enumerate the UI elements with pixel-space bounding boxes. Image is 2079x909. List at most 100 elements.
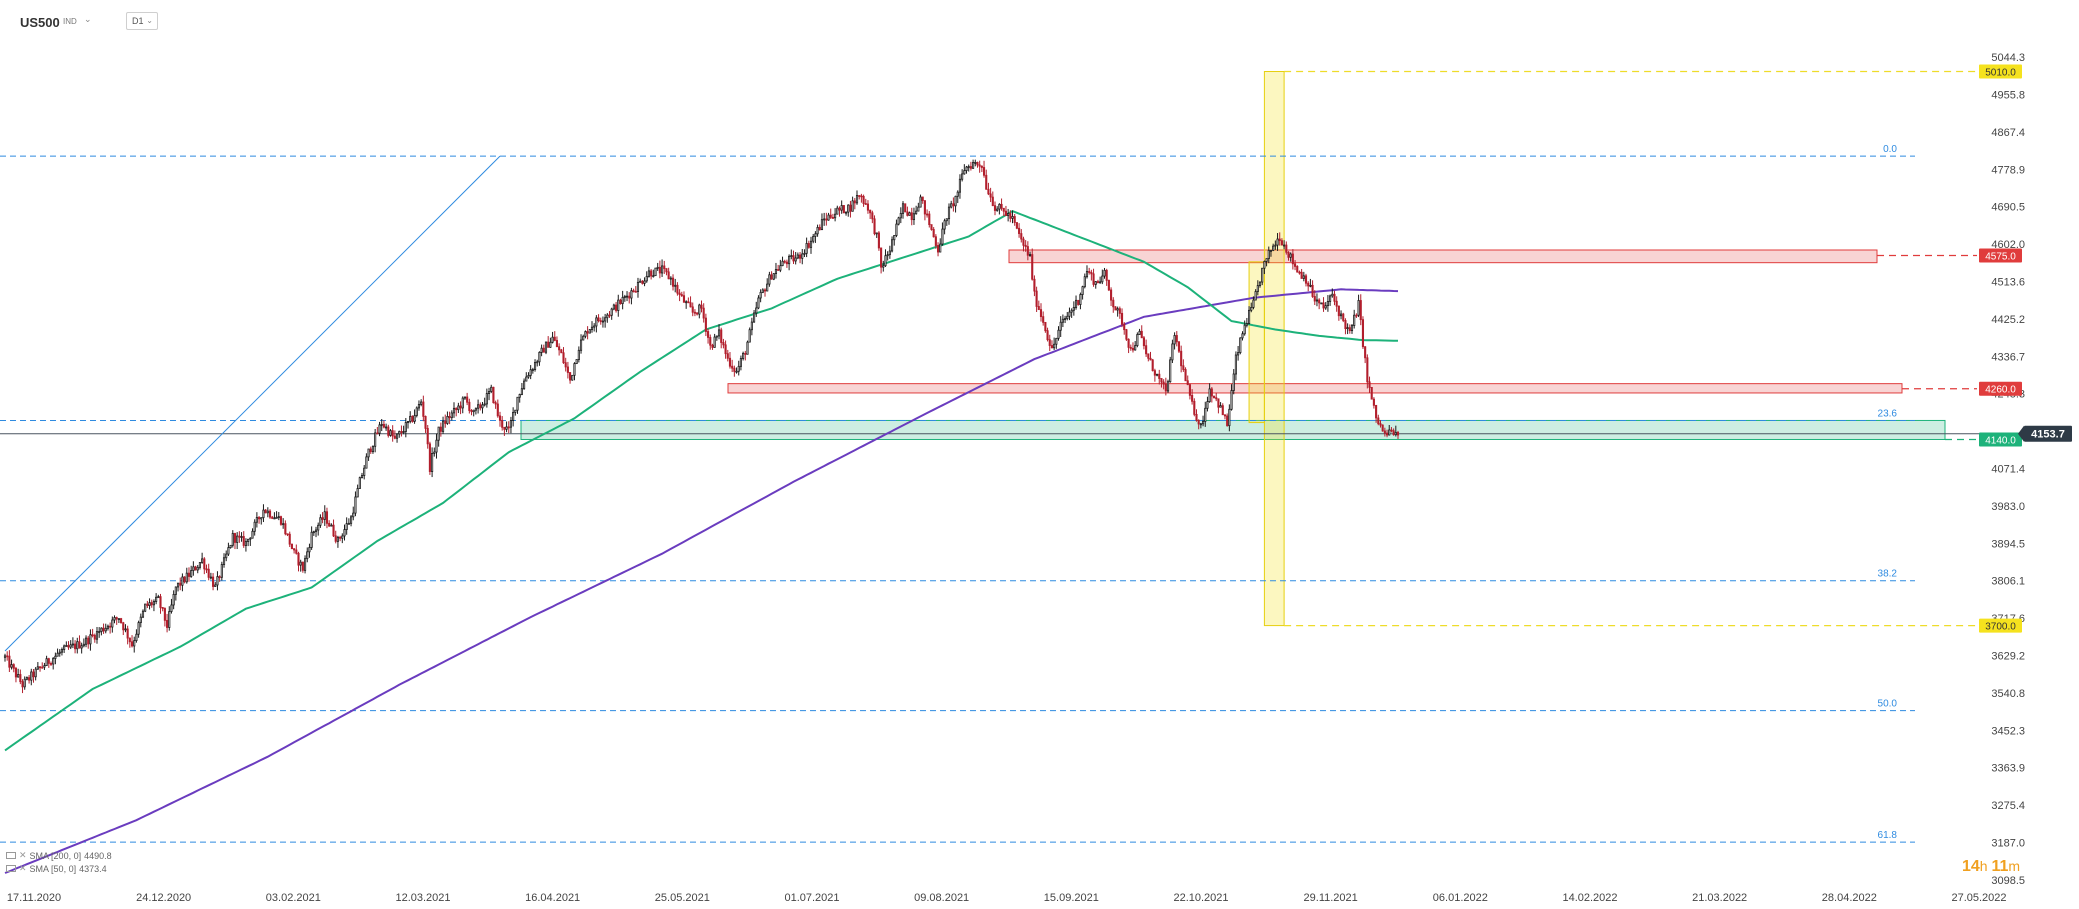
candle[interactable]	[615, 301, 618, 313]
candle[interactable]	[376, 427, 379, 435]
candle[interactable]	[1353, 309, 1356, 329]
candle[interactable]	[886, 251, 889, 261]
candle[interactable]	[632, 288, 635, 293]
candle[interactable]	[422, 395, 425, 422]
candle[interactable]	[1278, 232, 1281, 246]
candle[interactable]	[678, 289, 681, 302]
candle[interactable]	[549, 337, 552, 348]
candle[interactable]	[742, 351, 745, 361]
candle[interactable]	[1007, 208, 1010, 222]
candle[interactable]	[334, 530, 337, 544]
candle[interactable]	[439, 422, 442, 437]
candle[interactable]	[1164, 377, 1167, 396]
candle[interactable]	[1287, 251, 1290, 261]
candle[interactable]	[468, 398, 471, 414]
candle[interactable]	[378, 421, 381, 437]
candle[interactable]	[671, 274, 675, 291]
candle[interactable]	[956, 190, 959, 204]
candle[interactable]	[527, 372, 530, 379]
candle[interactable]	[166, 613, 169, 633]
candle[interactable]	[452, 402, 456, 418]
candle[interactable]	[1269, 249, 1273, 257]
candle[interactable]	[1184, 367, 1187, 382]
candle[interactable]	[21, 679, 24, 694]
candle[interactable]	[273, 512, 276, 520]
candle[interactable]	[836, 205, 839, 215]
candle[interactable]	[1085, 265, 1089, 279]
candle[interactable]	[831, 213, 834, 219]
candle[interactable]	[851, 196, 854, 212]
candle[interactable]	[926, 209, 929, 218]
candle[interactable]	[242, 531, 245, 548]
candle[interactable]	[783, 259, 786, 264]
candle[interactable]	[972, 159, 975, 169]
candle[interactable]	[1206, 396, 1209, 412]
candle[interactable]	[286, 533, 289, 537]
candle[interactable]	[472, 409, 475, 417]
candle[interactable]	[643, 277, 646, 287]
eye-icon[interactable]	[6, 852, 16, 859]
candle[interactable]	[411, 415, 414, 423]
candle[interactable]	[212, 573, 215, 591]
candle[interactable]	[1020, 229, 1023, 243]
candle[interactable]	[770, 271, 773, 280]
candle[interactable]	[625, 291, 629, 302]
candle[interactable]	[919, 194, 922, 208]
candle[interactable]	[674, 278, 677, 293]
candle[interactable]	[597, 314, 600, 323]
candle[interactable]	[255, 512, 258, 528]
candle[interactable]	[1018, 223, 1021, 238]
candle[interactable]	[341, 533, 344, 544]
candle[interactable]	[713, 333, 716, 348]
candle[interactable]	[1217, 398, 1220, 414]
candle[interactable]	[282, 518, 285, 529]
trendline[interactable]	[4, 155, 501, 652]
candle[interactable]	[82, 638, 85, 648]
candle[interactable]	[501, 416, 504, 431]
candle[interactable]	[801, 248, 804, 265]
candle[interactable]	[893, 235, 896, 246]
candle[interactable]	[1026, 241, 1029, 261]
candle[interactable]	[700, 300, 703, 313]
candle[interactable]	[231, 530, 234, 548]
candle[interactable]	[102, 623, 105, 634]
candle[interactable]	[514, 409, 517, 416]
candle[interactable]	[135, 629, 138, 643]
candle[interactable]	[100, 627, 103, 636]
price-level-tag-0[interactable]	[1979, 64, 2022, 79]
candle[interactable]	[1243, 320, 1246, 336]
candle[interactable]	[812, 233, 815, 244]
candle[interactable]	[293, 548, 296, 554]
candle[interactable]	[325, 507, 329, 529]
candle[interactable]	[652, 269, 655, 278]
candle[interactable]	[192, 561, 195, 576]
candle[interactable]	[691, 302, 694, 317]
candle[interactable]	[542, 344, 545, 353]
candle[interactable]	[890, 236, 894, 253]
candle[interactable]	[1241, 331, 1244, 341]
candle[interactable]	[71, 637, 74, 649]
candle[interactable]	[1230, 384, 1233, 411]
candle[interactable]	[1009, 210, 1012, 223]
candle[interactable]	[566, 361, 569, 379]
candle[interactable]	[772, 273, 775, 281]
candle[interactable]	[777, 264, 780, 271]
candle[interactable]	[606, 313, 609, 323]
candle[interactable]	[989, 187, 992, 203]
candle[interactable]	[220, 561, 223, 581]
candle[interactable]	[779, 259, 782, 273]
candle[interactable]	[676, 282, 679, 296]
candle[interactable]	[463, 396, 467, 400]
candle[interactable]	[1050, 340, 1053, 349]
candle[interactable]	[428, 441, 431, 475]
candle[interactable]	[1298, 270, 1301, 275]
candle[interactable]	[538, 351, 541, 366]
candle[interactable]	[433, 447, 436, 457]
candle[interactable]	[899, 207, 902, 224]
candle[interactable]	[181, 573, 184, 592]
candle[interactable]	[571, 374, 574, 381]
candle[interactable]	[864, 198, 867, 205]
candle[interactable]	[446, 411, 449, 425]
candle[interactable]	[1228, 404, 1231, 432]
candle[interactable]	[1046, 327, 1049, 342]
